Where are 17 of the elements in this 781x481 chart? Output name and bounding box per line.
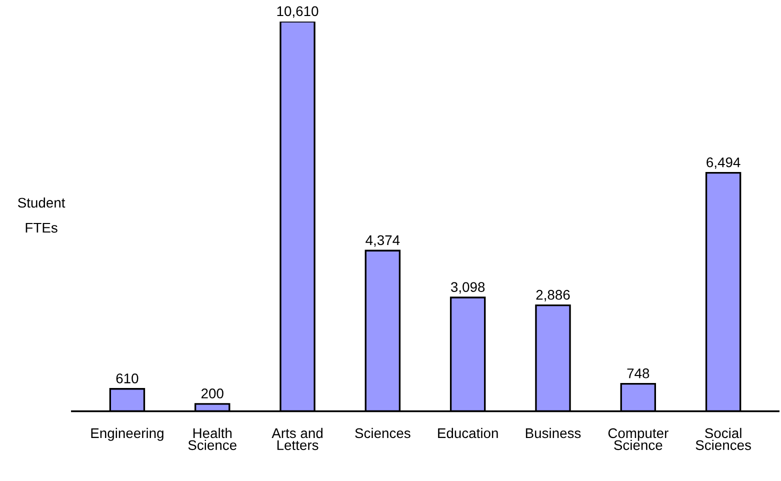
data-label: 748 (627, 368, 650, 378)
data-label: 610 (116, 373, 138, 384)
data-label: 200 (201, 388, 224, 398)
data-label: 2,886 (536, 290, 570, 302)
x-tick-label: Arts and Letters (272, 428, 322, 450)
x-tick-label: Education (438, 428, 498, 438)
x-tick-label: Engineering (91, 428, 164, 441)
x-tick-label: Sciences (355, 428, 410, 438)
y-axis-title: Student FTEs (18, 197, 66, 233)
x-tick-label: Business (526, 428, 581, 438)
x-tick-label: Computer Science (608, 428, 668, 450)
data-label: 6,494 (706, 157, 740, 169)
x-tick-label: Social Sciences (696, 428, 751, 450)
data-label: 10,610 (277, 6, 318, 18)
data-label: 4,374 (366, 235, 400, 247)
data-label: 3,098 (450, 282, 485, 294)
x-tick-label: Health Science (188, 428, 236, 450)
